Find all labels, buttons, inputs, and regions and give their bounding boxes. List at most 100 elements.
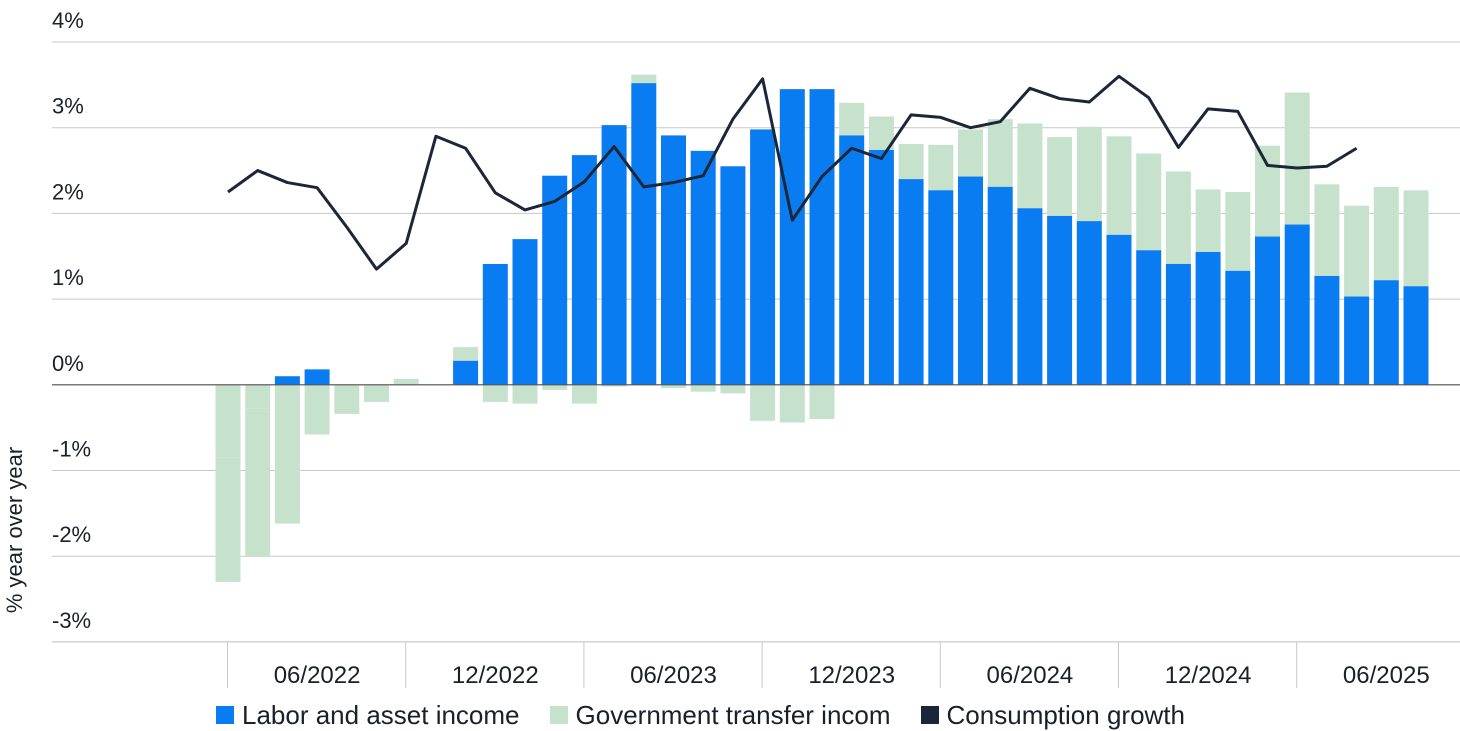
bar-government-33 [1195,189,1221,252]
bar-labor-28 [1047,215,1073,385]
bar-labor-26 [987,186,1013,385]
bar-government-29 [1076,126,1102,222]
bar-government-0 [215,457,241,582]
bar-labor-29 [1076,221,1102,385]
bar-government-39 [1373,186,1399,281]
consumption-line-layer [227,74,1358,271]
bar-labor-35 [1255,236,1280,385]
bar-government-19 [779,384,805,423]
bar-government-5 [364,384,389,402]
bar-government-13 [601,384,627,387]
legend-swatch-consumption [920,706,939,724]
bar-labor-11 [542,175,568,385]
consumption-growth-line [227,74,1358,271]
legend-item-consumption: Consumption growth [920,700,1185,730]
bar-labor-10 [512,239,538,385]
bar-labor-17 [720,166,746,385]
chart: 4%3%2%1%0%-1%-2%-3% 06/2022 12/2022 06/202… [2,8,1460,689]
bar-labor-24 [928,190,954,385]
bar-government-31 [1136,153,1162,251]
bar-government-26 [987,119,1013,187]
bar-labor-18 [750,129,776,385]
x-tick-label-2: 06/2023 [630,662,717,689]
bar-government-11 [542,384,568,390]
bar-labor-31 [1136,250,1162,385]
bar-government-34 [1225,191,1251,271]
y-tick-label-4: 0% [52,351,84,376]
bar-labor-13 [601,125,627,385]
bar-government-3 [304,384,330,435]
bar-government-14 [631,74,657,84]
bar-labor-19 [779,89,805,385]
bar-labor-22 [868,149,894,385]
x-axis: 06/2022 12/2022 06/2023 12/2023 06/2024 12/20… [52,641,1460,689]
bar-labor-38 [1344,296,1370,385]
x-tick-label-6: 06/2025 [1343,662,1430,689]
bar-labor-2 [274,376,300,385]
legend-swatch-government [549,706,568,724]
bar-government-10 [512,384,538,404]
bar-government-24 [928,144,954,191]
bar-government-17 [720,384,746,394]
bar-labor-36 [1284,224,1310,385]
government-bars [215,74,1429,582]
bar-government-8 [453,347,479,361]
x-tick-label-1: 12/2022 [452,662,539,689]
bar-government-2 [274,384,300,524]
x-tick-label-5: 12/2024 [1165,662,1252,689]
bar-government-1 [245,408,271,557]
bar-government-23 [898,143,924,180]
bar-labor-25 [958,176,983,385]
bar-labor-1 [245,384,271,409]
bar-government-4 [334,384,360,414]
bar-labor-23 [898,179,924,385]
bar-government-37 [1314,184,1340,276]
bar-government-25 [958,129,983,177]
bar-labor-40 [1403,286,1429,385]
y-axis-label: % year over year [2,447,27,613]
y-tick-label-6: -2% [52,522,91,547]
y-tick-label-2: 2% [52,179,84,204]
bar-government-36 [1284,92,1310,225]
bar-labor-16 [690,150,716,385]
x-tick-label-3: 12/2023 [808,662,895,689]
legend: Labor and asset income Government transf… [216,700,1185,730]
legend-label-government: Government transfer incom [575,700,891,730]
bar-labor-39 [1373,280,1399,385]
bar-government-9 [482,384,508,402]
bar-labor-15 [661,135,686,385]
bar-labor-8 [453,360,479,385]
bar-government-28 [1047,137,1073,216]
y-tick-label-5: -1% [52,437,91,462]
bar-labor-20 [809,89,835,385]
bar-government-20 [809,384,835,420]
bar-government-35 [1255,145,1280,237]
bar-labor-9 [482,263,508,385]
bar-labor-12 [571,155,597,385]
bar-government-21 [839,102,865,136]
bar-government-16 [690,384,716,392]
bar-labor-21 [839,135,865,385]
bar-government-27 [1017,123,1043,209]
bar-labor-14 [631,83,657,385]
y-tick-label-3: 1% [52,265,84,290]
legend-item-government: Government transfer incom [549,700,891,730]
x-tick-label-4: 06/2024 [987,662,1074,689]
bar-government-30 [1106,136,1132,235]
bar-labor-34 [1225,270,1251,385]
bar-government-40 [1403,190,1429,287]
bar-labor-27 [1017,208,1043,385]
y-axis-ticks: 4% 3% 2% 1% 0% -1% -2% -3% [52,8,91,633]
bar-government-12 [571,384,597,404]
x-tick-label-0: 06/2022 [274,662,361,689]
labor-bars [215,83,1429,458]
y-tick-label-1: 3% [52,94,84,119]
legend-label-labor: Labor and asset income [242,700,520,730]
bar-government-32 [1165,171,1191,264]
bar-labor-32 [1165,263,1191,385]
bar-labor-33 [1195,251,1221,385]
bar-government-6 [393,378,419,385]
legend-item-labor: Labor and asset income [216,700,520,730]
y-tick-label-7: -3% [52,608,91,633]
bar-government-18 [750,384,776,421]
